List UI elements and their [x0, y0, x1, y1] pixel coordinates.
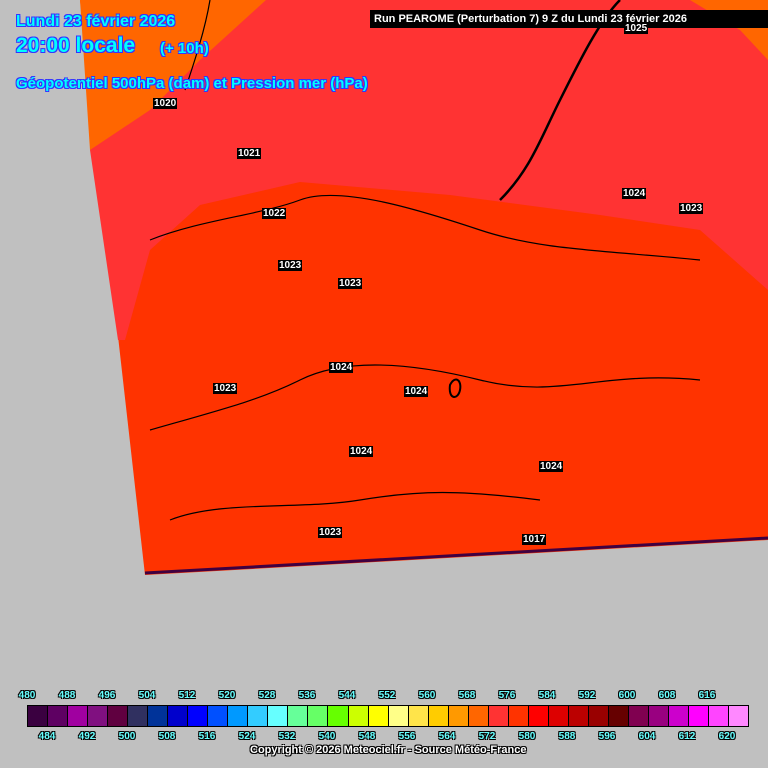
color-swatch — [388, 706, 409, 726]
color-swatch — [408, 706, 429, 726]
pressure-label: 1023 — [679, 203, 704, 214]
scale-label-bottom: 612 — [678, 731, 696, 742]
scale-label-bottom: 548 — [358, 731, 376, 742]
scale-label-top: 544 — [338, 690, 356, 701]
copyright: Copyright © 2026 Meteociel.fr - Source M… — [250, 744, 527, 756]
pressure-label: 1023 — [213, 383, 238, 394]
scale-label-top: 616 — [698, 690, 716, 701]
color-swatch — [48, 706, 69, 726]
color-swatch — [528, 706, 549, 726]
scale-label-bottom: 532 — [278, 731, 296, 742]
pressure-label: 1020 — [153, 98, 178, 109]
pressure-label: 1023 — [338, 278, 363, 289]
scale-label-top: 552 — [378, 690, 396, 701]
color-swatch — [669, 706, 690, 726]
color-swatch — [348, 706, 369, 726]
scale-label-bottom: 508 — [158, 731, 176, 742]
field-568-west — [80, 0, 266, 150]
color-swatch — [88, 706, 109, 726]
color-swatch — [148, 706, 169, 726]
scale-label-top: 608 — [658, 690, 676, 701]
scale-label-top: 528 — [258, 690, 276, 701]
scale-label-top: 568 — [458, 690, 476, 701]
color-swatch — [268, 706, 289, 726]
pressure-label: 1024 — [349, 446, 374, 457]
color-swatch — [28, 706, 49, 726]
scale-label-bottom: 572 — [478, 731, 496, 742]
color-swatch — [368, 706, 389, 726]
scale-label-bottom: 524 — [238, 731, 256, 742]
scale-label-bottom: 588 — [558, 731, 576, 742]
color-swatch — [208, 706, 229, 726]
field-572 — [90, 0, 768, 340]
scale-label-bottom: 604 — [638, 731, 656, 742]
scale-label-top: 488 — [58, 690, 76, 701]
scale-label-top: 480 — [18, 690, 36, 701]
color-swatch — [508, 706, 529, 726]
color-swatch — [248, 706, 269, 726]
coastlines — [149, 0, 701, 521]
color-swatch — [188, 706, 209, 726]
scale-label-top: 496 — [98, 690, 116, 701]
scale-label-bottom: 556 — [398, 731, 416, 742]
scale-label-bottom: 492 — [78, 731, 96, 742]
scale-label-bottom: 484 — [38, 731, 56, 742]
scale-label-top: 504 — [138, 690, 156, 701]
pressure-label: 1024 — [329, 362, 354, 373]
pressure-label: 1017 — [522, 534, 547, 545]
color-swatch — [548, 706, 569, 726]
pressure-label: 1022 — [262, 208, 287, 219]
pressure-label: 1021 — [237, 148, 262, 159]
forecast-time: 20:00 locale — [16, 34, 136, 57]
color-swatch — [168, 706, 189, 726]
scale-label-bottom: 516 — [198, 731, 216, 742]
color-swatch — [448, 706, 469, 726]
color-swatch — [288, 706, 309, 726]
scale-label-bottom: 564 — [438, 731, 456, 742]
color-swatch — [228, 706, 249, 726]
scale-label-bottom: 596 — [598, 731, 616, 742]
parameter-title: Géopotentiel 500hPa (dam) et Pression me… — [16, 75, 368, 92]
scale-label-bottom: 580 — [518, 731, 536, 742]
scale-label-top: 520 — [218, 690, 236, 701]
domain-edge — [144, 536, 768, 575]
scale-label-top: 600 — [618, 690, 636, 701]
pressure-label: 1024 — [622, 188, 647, 199]
scale-label-top: 560 — [418, 690, 436, 701]
pressure-label: 1025 — [624, 23, 649, 34]
pressure-label: 1023 — [278, 260, 303, 271]
scale-label-bottom: 620 — [718, 731, 736, 742]
run-info-bar: Run PEAROME (Perturbation 7) 9 Z du Lund… — [370, 10, 768, 28]
forecast-date: Lundi 23 février 2026 — [16, 13, 176, 30]
color-swatch — [588, 706, 609, 726]
color-swatch — [709, 706, 730, 726]
color-swatch — [308, 706, 329, 726]
color-swatch — [428, 706, 449, 726]
scale-label-top: 584 — [538, 690, 556, 701]
color-swatch — [108, 706, 129, 726]
scale-label-bottom: 540 — [318, 731, 336, 742]
scale-label-top: 536 — [298, 690, 316, 701]
color-swatch — [608, 706, 629, 726]
color-swatch — [689, 706, 710, 726]
color-swatch — [729, 706, 749, 726]
scale-label-top: 592 — [578, 690, 596, 701]
color-swatch — [648, 706, 669, 726]
scale-label-top: 576 — [498, 690, 516, 701]
color-swatch — [628, 706, 649, 726]
color-swatch — [328, 706, 349, 726]
lead-time: (+ 10h) — [160, 40, 209, 57]
color-swatch — [68, 706, 89, 726]
color-swatch — [468, 706, 489, 726]
pressure-label: 1024 — [404, 386, 429, 397]
scale-label-bottom: 500 — [118, 731, 136, 742]
pressure-label: 1023 — [318, 527, 343, 538]
color-swatch — [488, 706, 509, 726]
pressure-label: 1024 — [539, 461, 564, 472]
color-swatch — [128, 706, 149, 726]
color-scale-bar — [27, 705, 749, 727]
color-swatch — [568, 706, 589, 726]
scale-label-top: 512 — [178, 690, 196, 701]
